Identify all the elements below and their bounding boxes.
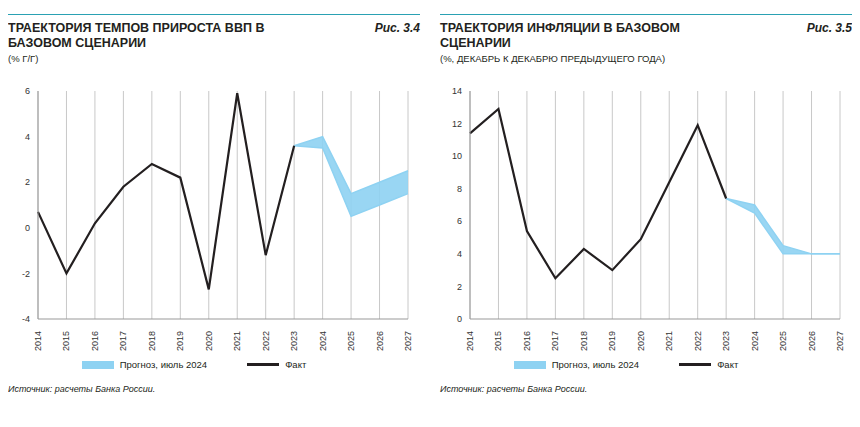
svg-text:2019: 2019 <box>175 331 185 351</box>
html-text:Источник: расчеты Банка России: Источник: расчеты Банка России. <box>8 384 156 394</box>
svg-text:2025: 2025 <box>346 331 356 351</box>
svg-text:2018: 2018 <box>147 331 157 351</box>
svg-text:4: 4 <box>457 249 462 259</box>
svg-text:2023: 2023 <box>721 331 731 351</box>
html-text:Прогноз, июль 2024: Прогноз, июль 2024 <box>119 359 208 370</box>
svg-text:0: 0 <box>25 223 30 233</box>
html-text:Источник: расчеты Банка России: Источник: расчеты Банка России. <box>440 384 588 394</box>
html-text:Факт: Факт <box>285 359 307 370</box>
svg-text:8: 8 <box>457 184 462 194</box>
svg-text:2024: 2024 <box>750 331 760 351</box>
svg-text:2026: 2026 <box>807 331 817 351</box>
svg-text:0: 0 <box>457 314 462 324</box>
svg-text:2015: 2015 <box>61 331 71 351</box>
svg-text:-4: -4 <box>22 314 30 324</box>
svg-text:2020: 2020 <box>636 331 646 351</box>
svg-text:2027: 2027 <box>835 331 845 351</box>
svg-text:2026: 2026 <box>375 331 385 351</box>
svg-text:-2: -2 <box>22 269 30 279</box>
svg-text:2014: 2014 <box>33 331 43 351</box>
svg-text:2021: 2021 <box>664 331 674 351</box>
html-text:ТРАЕКТОРИЯ ИНФЛЯЦИИ В БАЗОВОМ: ТРАЕКТОРИЯ ИНФЛЯЦИИ В БАЗОВОМ СЦЕНАРИИ <box>440 21 680 50</box>
svg-text:2018: 2018 <box>579 331 589 351</box>
html-text:ТРАЕКТОРИЯ ТЕМПОВ ПРИРОСТА ВВП: ТРАЕКТОРИЯ ТЕМПОВ ПРИРОСТА ВВП В БАЗОВОМ… <box>8 21 265 50</box>
html-text:(%, ДЕКАБРЬ К ДЕКАБРЮ ПРЕДЫДУЩ: (%, ДЕКАБРЬ К ДЕКАБРЮ ПРЕДЫДУЩЕГО ГОДА) <box>440 53 666 64</box>
svg-text:2022: 2022 <box>261 331 271 351</box>
svg-text:6: 6 <box>457 216 462 226</box>
html-text:(% Г/Г): (% Г/Г) <box>8 53 39 64</box>
svg-text:2019: 2019 <box>607 331 617 351</box>
html-text:Рис. 3.5: Рис. 3.5 <box>806 21 852 35</box>
svg-text:2017: 2017 <box>118 331 128 351</box>
svg-text:2024: 2024 <box>318 331 328 351</box>
html-text:Факт: Факт <box>717 359 739 370</box>
html-text:Рис. 3.4: Рис. 3.4 <box>374 21 420 35</box>
svg-text:2017: 2017 <box>550 331 560 351</box>
svg-text:2020: 2020 <box>204 331 214 351</box>
svg-text:2015: 2015 <box>493 331 503 351</box>
svg-text:2021: 2021 <box>232 331 242 351</box>
svg-text:2027: 2027 <box>403 331 413 351</box>
svg-text:2: 2 <box>457 282 462 292</box>
svg-text:4: 4 <box>25 132 30 142</box>
svg-text:2: 2 <box>25 177 30 187</box>
svg-text:2014: 2014 <box>465 331 475 351</box>
svg-text:6: 6 <box>25 86 30 96</box>
svg-text:2025: 2025 <box>778 331 788 351</box>
svg-text:14: 14 <box>452 86 462 96</box>
svg-text:12: 12 <box>452 119 462 129</box>
svg-text:2016: 2016 <box>522 331 532 351</box>
svg-text:2022: 2022 <box>693 331 703 351</box>
svg-text:10: 10 <box>452 151 462 161</box>
svg-text:2023: 2023 <box>289 331 299 351</box>
html-text:Прогноз, июль 2024: Прогноз, июль 2024 <box>551 359 640 370</box>
svg-text:2016: 2016 <box>90 331 100 351</box>
